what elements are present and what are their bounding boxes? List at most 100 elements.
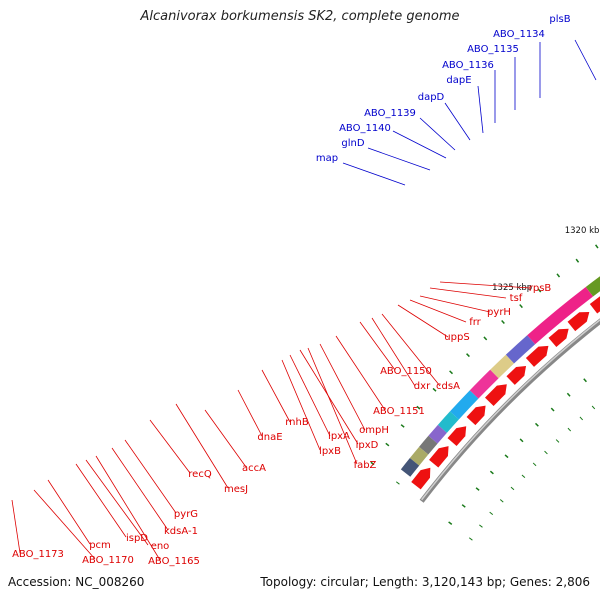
gene-label: ABO_1135 — [467, 44, 519, 55]
tick-dot — [519, 304, 523, 309]
tick-dot — [416, 405, 421, 410]
tick-dot — [475, 487, 480, 491]
tick-dot — [370, 461, 375, 466]
gene-label: dnaE — [257, 432, 282, 443]
forward-gene-arrow — [447, 426, 467, 447]
tick-dot — [483, 336, 488, 341]
label-leader-line — [367, 147, 431, 171]
forward-gene-arrow — [429, 446, 449, 468]
label-leader-line — [444, 102, 471, 141]
gene-label: ompH — [359, 425, 389, 436]
forward-gene-block — [505, 335, 536, 364]
gene-label: lpxB — [319, 446, 341, 457]
label-leader-line — [47, 479, 91, 545]
tick-dot — [400, 424, 405, 428]
forward-gene-block — [428, 424, 447, 444]
genome-stats-text: Topology: circular; Length: 3,120,143 bp… — [260, 575, 590, 589]
tick-dot — [504, 454, 509, 459]
forward-gene-arrow — [548, 328, 569, 347]
gene-label: tsf — [510, 293, 523, 304]
tick-dot — [532, 462, 537, 467]
label-leader-line — [33, 489, 96, 560]
tick-dot — [579, 416, 584, 421]
label-leader-line — [95, 455, 161, 561]
gene-label: ABO_1140 — [339, 123, 391, 134]
gene-label: mesJ — [224, 484, 248, 495]
tick-dot — [544, 450, 548, 455]
forward-gene-arrow — [411, 467, 431, 490]
tick-dot — [550, 407, 555, 412]
label-leader-line — [429, 287, 507, 299]
gene-label: ABO_1136 — [442, 60, 494, 71]
label-leader-line — [261, 369, 291, 423]
tick-dot — [489, 470, 494, 475]
forward-gene-block — [585, 276, 600, 297]
tick-dot — [519, 438, 524, 443]
forward-gene-block — [469, 369, 499, 399]
forward-gene-arrow — [484, 384, 507, 406]
forward-gene-arrow — [567, 312, 590, 332]
gene-label: glnD — [341, 138, 364, 149]
tick-dot — [432, 387, 437, 392]
label-leaders — [11, 39, 597, 561]
label-leader-line — [359, 321, 396, 371]
gene-label: kdsA-1 — [164, 526, 198, 537]
label-leader-line — [574, 39, 597, 81]
tick-dot — [385, 442, 390, 447]
tick-dot — [566, 392, 571, 397]
tick-dot — [489, 511, 494, 516]
gene-label: ABO_1151 — [373, 406, 425, 417]
gene-label: ABO_1173 — [12, 549, 64, 560]
backbone-highlight — [421, 319, 600, 501]
label-leader-line — [85, 459, 149, 546]
gene-label: dapE — [446, 75, 471, 86]
gene-label: recQ — [188, 469, 212, 480]
label-leader-line — [319, 343, 366, 431]
label-leader-line — [11, 499, 21, 554]
gene-label: ABO_1139 — [364, 108, 416, 119]
label-leader-line — [237, 389, 263, 437]
tick-dot — [466, 353, 470, 358]
tick-dot — [591, 405, 596, 410]
tick-dot — [499, 499, 504, 503]
label-leader-line — [111, 447, 169, 531]
gene-label: frr — [469, 317, 481, 328]
forward-gene-block — [527, 286, 594, 345]
tick-dot — [521, 474, 526, 479]
label-leader-line — [439, 281, 531, 289]
forward-gene-arrow — [525, 345, 549, 367]
tick-dot — [575, 258, 580, 263]
gene-label: lpxA — [328, 431, 350, 442]
gene-label: lpxD — [356, 440, 379, 451]
gene-label: ABO_1134 — [493, 29, 545, 40]
tick-dot — [468, 537, 473, 541]
backbone-ring — [419, 318, 600, 503]
forward-gene-block — [490, 354, 515, 379]
label-leader-line — [392, 130, 447, 159]
label-leader-line — [299, 349, 359, 445]
gene-label: pyrH — [487, 307, 511, 318]
label-leader-line — [477, 85, 484, 134]
tick-dot — [534, 422, 539, 427]
label-leader-line — [175, 403, 229, 489]
label-leader-line — [335, 335, 386, 411]
tick-dot — [537, 288, 542, 293]
tick-dot — [501, 320, 505, 325]
tick-dot — [479, 524, 483, 528]
label-leader-line — [419, 117, 456, 151]
label-leader-line — [204, 409, 247, 468]
accession-text: Accession: NC_008260 — [8, 575, 145, 589]
tick-dot — [510, 486, 515, 491]
tick-dot — [461, 504, 466, 508]
gene-label: ABO_1170 — [82, 555, 134, 566]
forward-gene-arrow — [466, 405, 486, 426]
gene-label: uppS — [444, 332, 469, 343]
tick-dot — [583, 378, 587, 383]
forward-gene-block — [419, 435, 438, 455]
tick-dot — [595, 244, 599, 249]
label-leader-line — [75, 463, 127, 538]
forward-gene-arrow — [506, 365, 527, 385]
label-leader-line — [381, 313, 441, 387]
